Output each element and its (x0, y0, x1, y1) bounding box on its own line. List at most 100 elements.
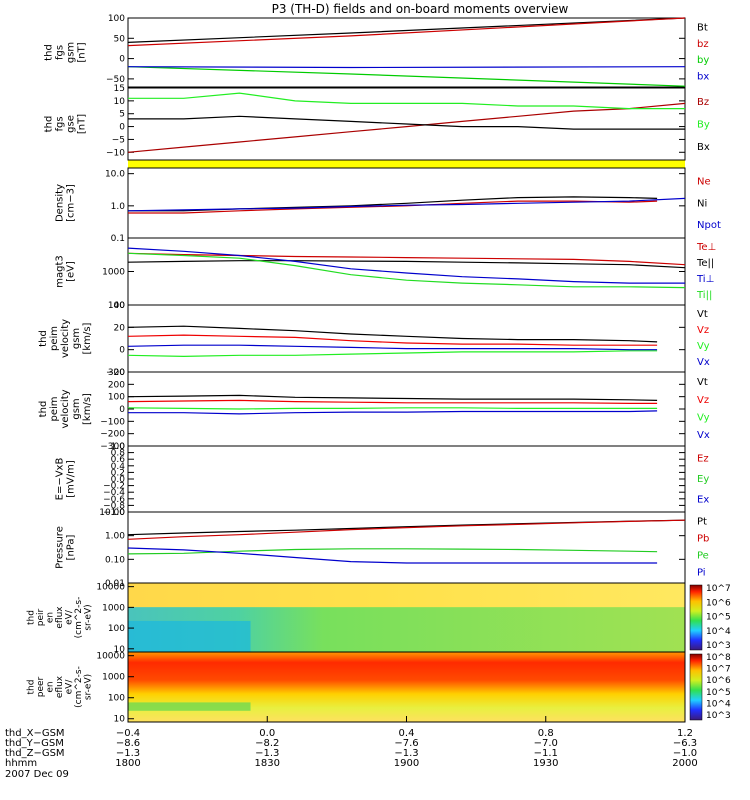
legend-entry: Pt (697, 517, 707, 528)
x-tick-label: −7.0 (534, 738, 558, 749)
colorbar-tick-label: 10^5 (706, 688, 731, 698)
legend-entry: By (697, 119, 710, 130)
panel-efield: 1.00.80.60.40.20.0−0.2−0.4−0.6−0.8−1.0 E=… (55, 442, 710, 518)
x-tick-label: −6.3 (673, 738, 697, 749)
y-axis-label: [nT] (77, 114, 88, 134)
y-axis-label: magt3 (55, 255, 66, 288)
series-line-Pb (127, 519, 686, 540)
y-tick-label: 10.00 (99, 508, 125, 518)
y-tick-label: 100 (108, 14, 125, 24)
y-tick-label: 10.0 (105, 170, 125, 180)
y-axis-label: E=−VxB (55, 458, 66, 501)
legend-entry: Vz (697, 395, 709, 406)
y-axis-label: fgs (55, 116, 66, 131)
y-axis-label: thd (38, 330, 49, 347)
x-tick-label: 1800 (115, 758, 140, 769)
panel-velocity-burst: 300 200 100 0 −100 −200 −300 thd peim velocity gsm… (38, 368, 710, 452)
series-line-By (128, 92, 685, 110)
y-axis-label: gse (66, 115, 77, 133)
panel-velocity: 40 20 0 −20 thd peim velocity gsm [km/s] Vt Vz Vy Vx (38, 301, 710, 378)
panel-frame (127, 17, 686, 88)
y-axis-label: thd (44, 44, 55, 61)
y-tick-label: 50 (114, 34, 126, 44)
y-tick-label: 0.2 (111, 468, 125, 478)
series-line-Vx (127, 344, 658, 351)
spectrogram-low-energy (128, 702, 251, 711)
y-tick-label: 10 (114, 715, 126, 725)
x-tick-label: 1830 (255, 758, 280, 769)
legend-entry: Ez (697, 453, 709, 464)
y-axis-label: peim (49, 396, 60, 421)
y-axis-label: eflux (55, 606, 65, 629)
x-tick-label: 1900 (394, 758, 419, 769)
y-tick-label: 0.4 (111, 462, 126, 472)
x-tick-label: 1930 (533, 758, 558, 769)
y-tick-label: 5 (119, 110, 125, 120)
series-line-Vy (127, 407, 658, 410)
y-tick-label: 200 (108, 380, 125, 390)
legend-entry: Te|| (696, 258, 714, 269)
panel-temperature: 1000 100 magt3 [eV] Te⊥ Te|| Ti⊥ Ti|| (55, 237, 716, 311)
y-tick-label: 300 (108, 368, 125, 378)
y-tick-label: 100 (108, 393, 125, 403)
y-tick-label: −20 (106, 368, 125, 378)
y-tick-label: 1.00 (105, 532, 125, 542)
y-tick-label: 40 (114, 301, 126, 311)
x-tick-label: 0.8 (538, 728, 554, 739)
y-axis-label: thd (27, 680, 37, 695)
colorbar (689, 653, 703, 721)
panel-fgs-gse: 15 10 5 0 −5 −10 thd fgs gse [nT] Bz By Bx (44, 84, 710, 161)
y-tick-label: −300 (100, 442, 125, 452)
x-tick-label: 0.0 (259, 728, 275, 739)
x-tick-label: −1.1 (534, 748, 558, 759)
series-line-Vt (127, 325, 658, 343)
panel-ion-spectrogram: 10000 1000 100 10 thd peir en eflux eV/(cm^2-s-s… (27, 582, 731, 655)
x-tick-label: −8.2 (255, 738, 279, 749)
series-line-Vt (127, 394, 658, 401)
y-tick-label: −1.0 (103, 508, 125, 518)
legend-entry: Vt (697, 377, 708, 388)
y-axis-label: [km/s] (82, 393, 93, 425)
legend-entry: Bz (697, 97, 709, 108)
x-tick-label: 0.4 (399, 728, 415, 739)
series-line-Bx (128, 115, 685, 130)
legend-entry: Npot (697, 220, 721, 231)
y-tick-label: 100 (108, 624, 125, 634)
series-line-Bz (127, 102, 686, 153)
series-line-bx (127, 66, 686, 69)
legend-entry: Ne (697, 176, 711, 187)
y-axis-label: sr-eV) (84, 674, 94, 700)
y-tick-label: 100 (108, 301, 125, 311)
legend-entry: Bx (697, 142, 710, 153)
y-tick-label: 10 (114, 645, 126, 655)
legend-entry: by (697, 55, 709, 66)
y-axis-label: peim (49, 326, 60, 351)
colorbar-tick-label: 10^6 (706, 676, 731, 686)
colorbar-tick-label: 10^4 (706, 627, 731, 637)
legend-entry: Ey (697, 474, 709, 485)
spectrogram-cold-ions (128, 620, 251, 652)
y-tick-label: 0.10 (105, 555, 125, 565)
colorbar-tick-label: 10^3 (706, 711, 731, 721)
legend-entry: Ti|| (696, 290, 712, 301)
series-line-Npot (127, 197, 686, 212)
y-axis-label: eV/ (65, 609, 75, 625)
colorbar-tick-label: 10^5 (706, 613, 731, 623)
legend-entry: Ti⊥ (696, 274, 714, 285)
panel-pressure: 10.00 1.00 0.10 0.01 Pressure [nPa] Pt Pb Pe Pi (55, 508, 710, 589)
y-axis-label: gsm (71, 328, 82, 349)
legend-entry: Vy (697, 412, 710, 423)
y-tick-label: 10 (114, 97, 126, 107)
y-tick-label: 10000 (96, 583, 125, 593)
x-row-label: thd_Y−GSM (5, 738, 64, 749)
y-axis-label: gsm (71, 398, 82, 419)
legend-entry: Ex (697, 495, 709, 506)
y-tick-label: 1.0 (111, 442, 126, 452)
y-axis-label: Pressure (55, 526, 66, 569)
x-tick-label: −0.4 (116, 728, 140, 739)
chart-title: P3 (TH-D) fields and on-board moments ov… (272, 2, 569, 16)
y-axis-label: thd (44, 116, 55, 133)
series-line-Vz (127, 399, 658, 404)
y-tick-label: 0.0 (111, 475, 126, 485)
y-tick-label: 0 (119, 55, 125, 65)
